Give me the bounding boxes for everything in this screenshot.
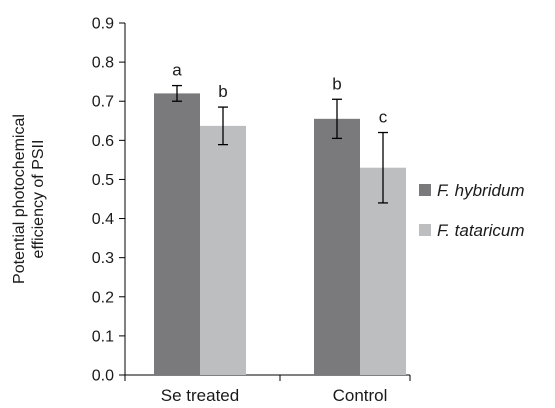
significance-label: c — [379, 108, 388, 127]
significance-label: a — [172, 61, 182, 80]
bar — [154, 93, 200, 376]
bars-layer — [154, 84, 406, 376]
bar — [314, 118, 360, 376]
y-axis-title-line: Potential photochemical — [11, 114, 28, 284]
bar — [200, 125, 246, 376]
y-tick-label: 0.6 — [92, 133, 114, 150]
labels-layer: Se treated Control a b b c Potential photochem… — [11, 61, 388, 405]
y-tick-label: 0.8 — [92, 55, 114, 72]
y-tick-label: 0.2 — [92, 289, 114, 306]
axes-layer: 0.0 0.1 0.2 0.3 0.4 0.5 0.6 0.7 0.8 0.9 — [92, 16, 411, 385]
y-tick-label: 0.7 — [92, 94, 114, 111]
y-tick-label: 0.1 — [92, 328, 114, 345]
y-axis-title: Potential photochemical efficiency of PSI… — [11, 114, 47, 284]
y-tick-label: 0.4 — [92, 211, 114, 228]
x-category-label: Control — [333, 386, 388, 405]
x-category-label: Se treated — [161, 386, 239, 405]
legend: F. hybridum F. tataricum — [419, 181, 525, 240]
legend-swatch — [419, 224, 431, 236]
y-tick-label: 0.3 — [92, 250, 114, 267]
significance-label: b — [218, 82, 227, 101]
y-tick-label: 0.0 — [92, 368, 114, 385]
legend-label: F. tataricum — [437, 221, 525, 240]
y-axis-title-line: efficiency of PSII — [30, 140, 47, 259]
legend-label: F. hybridum — [437, 181, 525, 200]
y-tick-label: 0.5 — [92, 172, 114, 189]
y-tick-label: 0.9 — [92, 16, 114, 33]
legend-swatch — [419, 184, 431, 196]
significance-label: b — [332, 74, 341, 93]
